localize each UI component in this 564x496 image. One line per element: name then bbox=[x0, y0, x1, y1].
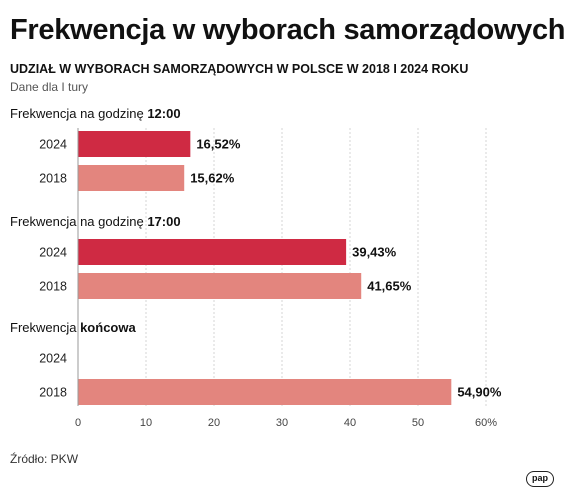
chart-subtitle: UDZIAŁ W WYBORACH SAMORZĄDOWYCH W POLSCE… bbox=[10, 62, 469, 76]
x-tick-label: 60% bbox=[475, 417, 497, 429]
bar-2018 bbox=[78, 379, 452, 405]
pap-logo: pap bbox=[526, 471, 554, 487]
group-label: Frekwencja na godzinę 12:00 bbox=[10, 106, 181, 121]
x-tick-label: 30 bbox=[276, 417, 288, 429]
x-tick-label: 10 bbox=[140, 417, 152, 429]
bar-value-label: 54,90% bbox=[457, 385, 502, 400]
year-label: 2024 bbox=[39, 352, 67, 366]
bar-value-label: 41,65% bbox=[367, 279, 412, 294]
group-label: Frekwencja końcowa bbox=[10, 320, 136, 335]
bar-2018 bbox=[78, 273, 362, 299]
year-label: 2024 bbox=[39, 246, 67, 260]
x-tick-label: 50 bbox=[412, 417, 424, 429]
bar-2024 bbox=[78, 131, 191, 157]
year-label: 2018 bbox=[39, 386, 67, 400]
bar-value-label: 15,62% bbox=[190, 171, 235, 186]
data-note: Dane dla I tury bbox=[10, 80, 89, 94]
x-tick-label: 40 bbox=[344, 417, 356, 429]
chart-title: Frekwencja w wyborach samorządowych bbox=[10, 14, 564, 46]
bar-2024 bbox=[78, 239, 347, 265]
bar-value-label: 39,43% bbox=[352, 245, 397, 260]
bar-2018 bbox=[78, 165, 185, 191]
year-label: 2024 bbox=[39, 138, 67, 152]
bar-chart: 0 10 20 30 40 50 60% Frekwencja na godzinę 12:0… bbox=[10, 106, 502, 429]
group-label: Frekwencja na godzinę 17:00 bbox=[10, 214, 181, 229]
source-note: Źródło: PKW bbox=[10, 452, 79, 466]
year-label: 2018 bbox=[39, 280, 67, 294]
year-label: 2018 bbox=[39, 172, 67, 186]
x-tick-label: 0 bbox=[75, 417, 81, 429]
x-tick-label: 20 bbox=[208, 417, 220, 429]
bar-value-label: 16,52% bbox=[196, 137, 241, 152]
